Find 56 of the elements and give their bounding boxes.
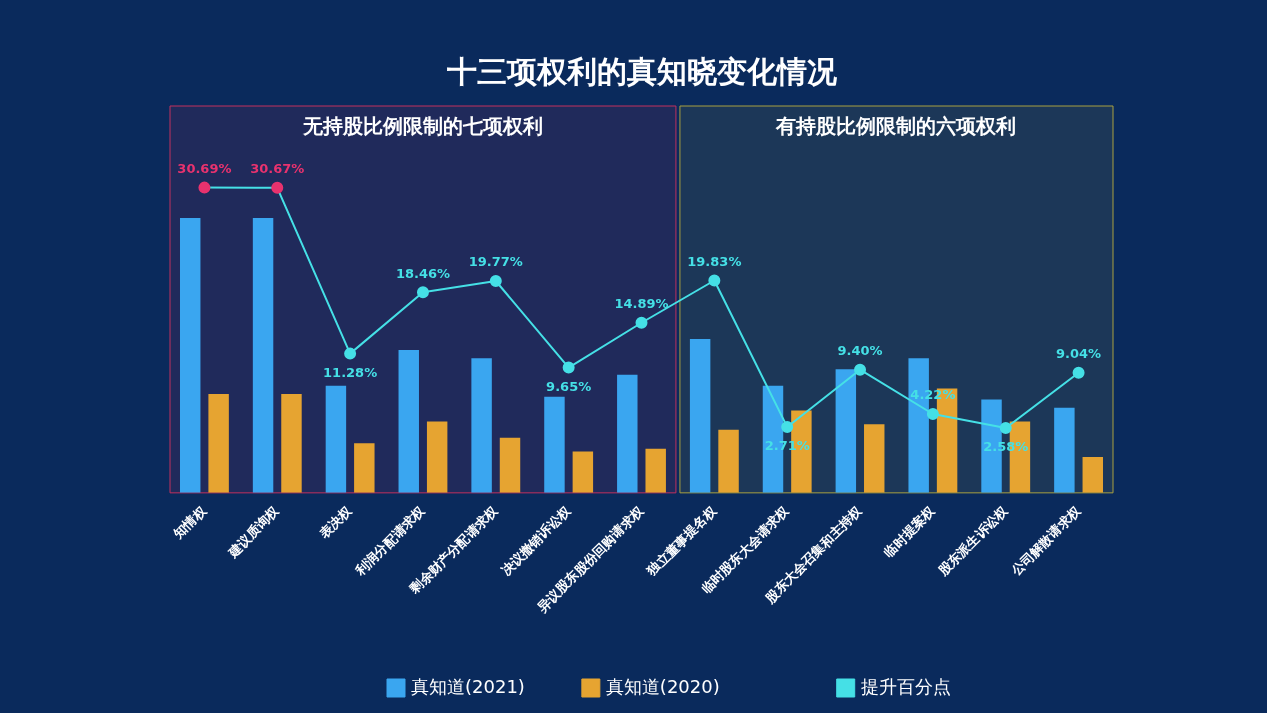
bar (1054, 407, 1075, 493)
x-tick-label: 表决权 (315, 502, 356, 543)
bar (354, 443, 375, 493)
point (999, 422, 1012, 435)
bar (179, 217, 201, 493)
point (198, 181, 211, 194)
point (635, 316, 648, 329)
x-tick-label: 建议质询权 (224, 502, 283, 561)
point (854, 363, 867, 376)
x-tick-label: 知情权 (170, 502, 210, 543)
data-label: 2.71% (764, 438, 810, 454)
legend-label: 真知道(2020) (605, 675, 720, 697)
bar (325, 385, 347, 493)
bar (689, 338, 711, 493)
legend-label: 提升百分点 (860, 675, 951, 697)
point (708, 274, 721, 287)
bar (1082, 457, 1104, 493)
bar (617, 374, 638, 493)
data-label: 4.22% (910, 387, 956, 403)
point (416, 286, 429, 299)
chart-title: 十三项权利的真知晓变化情况 (445, 53, 838, 89)
bar (398, 349, 419, 493)
bar (572, 451, 594, 493)
bar (645, 448, 666, 493)
bar (718, 429, 739, 493)
point (489, 275, 502, 288)
point (926, 408, 939, 420)
data-label: 19.77% (468, 254, 523, 270)
band-label: 有持股比例限制的六项权利 (775, 114, 1017, 139)
data-label: 18.46% (395, 265, 451, 281)
data-label: 30.67% (250, 161, 305, 177)
point (271, 181, 284, 194)
band-label: 无持股比例限制的七项权利 (301, 114, 543, 139)
point (562, 361, 575, 374)
x-tick-label: 临时提案权 (880, 502, 939, 560)
bar (281, 393, 302, 493)
legend-label: 真知道(2021) (411, 675, 525, 697)
data-label: 30.69% (177, 161, 232, 176)
data-label: 9.04% (1056, 346, 1102, 362)
data-label: 19.83% (687, 253, 742, 269)
point (1072, 366, 1085, 379)
bar (499, 437, 521, 493)
bar (208, 393, 229, 493)
bar (252, 217, 274, 493)
bar (471, 358, 492, 493)
point (781, 420, 794, 433)
bar (426, 421, 448, 493)
bar (864, 424, 885, 493)
point (344, 347, 357, 360)
data-label: 2.58% (983, 439, 1029, 455)
data-label: 14.89% (614, 296, 669, 312)
data-label: 9.40% (837, 343, 883, 359)
data-label: 11.28% (323, 365, 378, 380)
data-label: 9.65% (546, 378, 592, 394)
bar (544, 396, 565, 493)
bar (835, 369, 857, 493)
